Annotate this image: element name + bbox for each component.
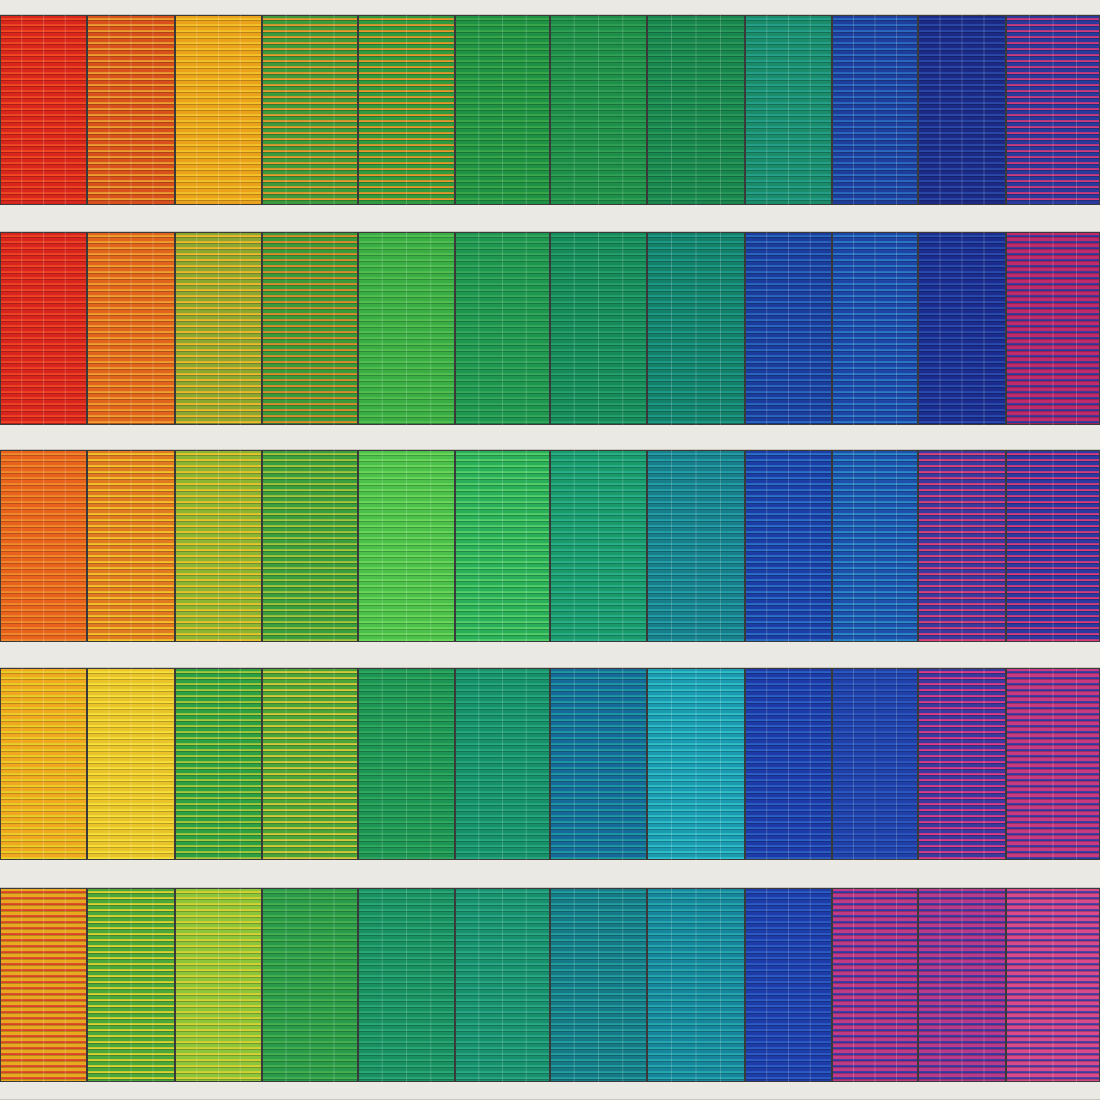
blind-panel	[359, 233, 454, 424]
blind-panel	[359, 16, 454, 204]
blind-panel	[648, 889, 744, 1081]
blind-panel	[456, 669, 549, 859]
blind-panel	[456, 889, 549, 1081]
blind-panel	[176, 451, 261, 641]
blind-panel	[1007, 233, 1099, 424]
blind-panel	[746, 669, 831, 859]
blind-panel	[359, 451, 454, 641]
blind-panel	[88, 233, 174, 424]
blind-panel	[919, 889, 1005, 1081]
blind-panel	[551, 889, 646, 1081]
blind-panel	[263, 669, 357, 859]
blind-panel	[359, 669, 454, 859]
floor-slab	[0, 425, 1100, 450]
blind-panel	[1, 669, 86, 859]
blind-panel	[1007, 16, 1099, 204]
blind-panel	[263, 16, 357, 204]
blind-panel	[263, 451, 357, 641]
blind-panel	[176, 669, 261, 859]
blind-panel	[1007, 889, 1099, 1081]
floor-slab	[0, 1082, 1100, 1100]
floor-slab	[0, 0, 1100, 15]
blind-panel	[746, 233, 831, 424]
blind-panel	[88, 669, 174, 859]
floor-slab	[0, 642, 1100, 668]
blind-panel	[551, 233, 646, 424]
blind-panel	[648, 451, 744, 641]
blind-panel	[919, 233, 1005, 424]
floor-slab	[0, 860, 1100, 888]
blind-panel	[359, 889, 454, 1081]
blind-panel	[176, 16, 261, 204]
blind-panel	[919, 16, 1005, 204]
blind-panel	[648, 16, 744, 204]
blind-panel	[648, 233, 744, 424]
blind-panel	[833, 889, 917, 1081]
blind-panel	[746, 889, 831, 1081]
blind-panel	[551, 451, 646, 641]
blind-panel	[1, 233, 86, 424]
blind-panel	[833, 451, 917, 641]
blind-panel	[919, 451, 1005, 641]
blind-panel	[456, 451, 549, 641]
blind-panel	[919, 669, 1005, 859]
blind-panel	[176, 233, 261, 424]
blind-panel	[746, 16, 831, 204]
blind-panel	[833, 669, 917, 859]
blind-panel	[1, 451, 86, 641]
blind-panel	[456, 233, 549, 424]
blind-panel	[456, 16, 549, 204]
blind-panel	[833, 233, 917, 424]
blind-panel	[648, 669, 744, 859]
blind-panel	[1, 16, 86, 204]
floor-slab	[0, 205, 1100, 232]
blind-panel	[263, 889, 357, 1081]
blind-panel	[263, 233, 357, 424]
blind-panel	[1, 889, 86, 1081]
blind-panel	[833, 16, 917, 204]
blind-panel	[746, 451, 831, 641]
blind-panel	[88, 16, 174, 204]
blind-panel	[551, 669, 646, 859]
blind-panel	[551, 16, 646, 204]
blind-panel	[88, 451, 174, 641]
blind-panel	[1007, 669, 1099, 859]
blind-panel	[1007, 451, 1099, 641]
blind-panel	[176, 889, 261, 1081]
blind-panel	[88, 889, 174, 1081]
